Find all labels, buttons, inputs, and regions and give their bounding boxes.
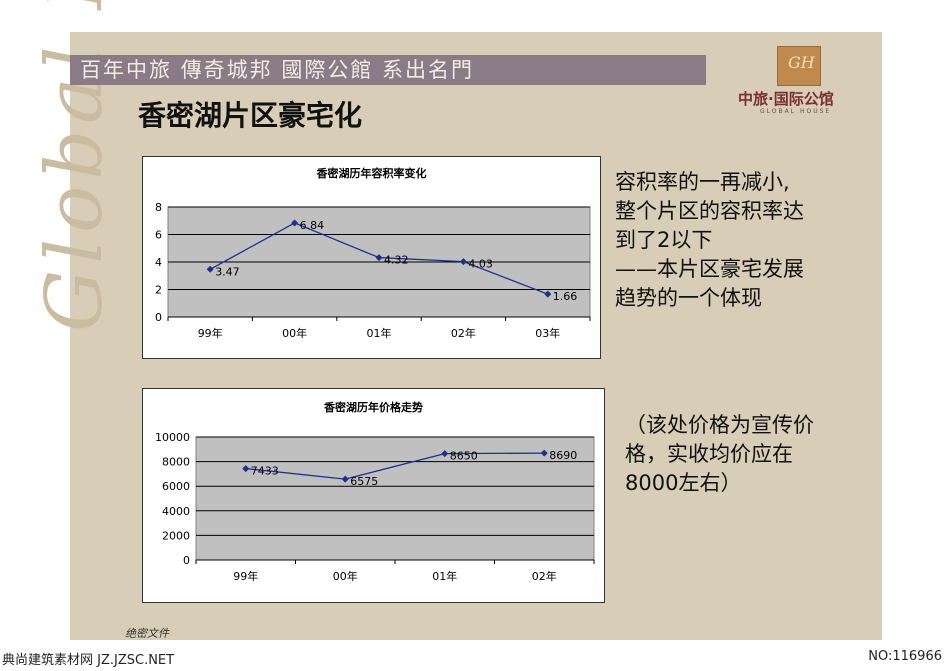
watermark-text: Global House xyxy=(30,0,120,332)
far-y-tick-label: 8 xyxy=(155,201,162,214)
price-point xyxy=(341,475,349,483)
far-commentary-line: 容积率的一再减小, xyxy=(615,170,790,194)
slide: Global House 百年中旅 傳奇城邦 國際公館 系出名門 GH 中旅·国… xyxy=(30,0,882,640)
price-plot-area xyxy=(195,436,595,561)
price-y-tick-label: 2000 xyxy=(162,529,190,542)
far-x-tick-label: 01年 xyxy=(367,326,392,340)
price-y-tick-label: 10000 xyxy=(155,431,190,444)
price-x-tick-label: 02年 xyxy=(532,569,557,583)
far-point xyxy=(291,219,299,227)
price-point xyxy=(540,449,548,457)
price-data-label: 7433 xyxy=(251,465,279,478)
site-credit: 典尚建筑素材网 JZ.JZSC.NET xyxy=(2,653,175,668)
far-chart: 香密湖历年容积率变化 0 2 4 6 8 99年 00年 01年 02年 03年 3.47 6.84 4… xyxy=(142,156,601,359)
price-point xyxy=(242,465,250,473)
far-commentary-line: 到了2以下 xyxy=(615,228,713,252)
price-commentary-line: （该处价格为宣传价 xyxy=(625,413,814,437)
price-data-label: 8650 xyxy=(450,450,478,463)
far-data-label: 4.03 xyxy=(468,258,493,271)
price-commentary: （该处价格为宣传价 格，实收均价应在 8000左右） xyxy=(625,411,814,498)
far-chart-title: 香密湖历年容积率变化 xyxy=(316,167,427,180)
page-title: 香密湖片区豪宅化 xyxy=(138,99,363,132)
price-series-line xyxy=(245,452,545,480)
brand-name: 中旅·国际公馆 xyxy=(738,90,834,108)
far-x-tick-label: 02年 xyxy=(451,326,476,340)
far-y-tick-label: 4 xyxy=(155,256,162,269)
price-y-tick-label: 8000 xyxy=(162,456,190,469)
price-chart-svg: 0 2000 4000 6000 8000 10000 99年 00年 01年 02年 7433 65… xyxy=(155,431,595,583)
price-x-tick-label: 01年 xyxy=(432,569,457,583)
far-commentary: 容积率的一再减小, 整个片区的容积率达 到了2以下 ——本片区豪宅发展 趋势的一… xyxy=(615,168,804,313)
price-data-label: 8690 xyxy=(549,449,577,462)
far-x-tick-label: 00年 xyxy=(282,326,307,340)
brand-subtitle: GLOBAL HOUSE xyxy=(760,108,832,115)
far-data-label: 6.84 xyxy=(300,219,325,232)
far-point xyxy=(206,265,214,273)
price-chart: 香密湖历年价格走势 0 2000 4000 6000 8000 10000 99年 00年 01… xyxy=(142,388,605,603)
far-y-tick-label: 0 xyxy=(155,311,162,324)
far-data-label: 1.66 xyxy=(553,290,578,303)
far-data-label: 3.47 xyxy=(215,265,240,278)
document-number: NO:116966 xyxy=(868,649,942,664)
far-x-tick-label: 03年 xyxy=(535,326,560,340)
far-commentary-line: 整个片区的容积率达 xyxy=(615,199,804,223)
price-point xyxy=(441,450,449,458)
price-data-label: 6575 xyxy=(350,475,378,488)
header-banner: 百年中旅 傳奇城邦 國際公館 系出名門 xyxy=(70,55,706,85)
far-commentary-line: 趋势的一个体现 xyxy=(615,286,762,310)
price-y-tick-label: 4000 xyxy=(162,505,190,518)
far-data-label: 4.32 xyxy=(384,254,409,267)
far-point xyxy=(544,290,552,298)
far-chart-svg: 0 2 4 6 8 99年 00年 01年 02年 03年 3.47 6.84 4.32 4.03 1.66 xyxy=(155,201,591,340)
price-commentary-line: 格，实收均价应在 xyxy=(625,442,793,466)
far-point xyxy=(375,254,383,262)
price-y-tick-label: 6000 xyxy=(162,480,190,493)
brand-logo-icon: GH xyxy=(777,46,821,86)
confidential-note: 绝密文件 xyxy=(125,627,169,640)
far-x-tick-label: 99年 xyxy=(198,326,223,340)
far-y-tick-label: 6 xyxy=(155,229,162,242)
price-chart-title: 香密湖历年价格走势 xyxy=(324,401,423,414)
price-x-tick-label: 99年 xyxy=(233,569,258,583)
price-commentary-line: 8000左右） xyxy=(625,471,742,495)
price-x-tick-label: 00年 xyxy=(333,569,358,583)
far-commentary-line: ——本片区豪宅发展 xyxy=(615,257,804,281)
price-y-tick-label: 0 xyxy=(183,554,190,567)
far-point xyxy=(459,258,467,266)
far-y-tick-label: 2 xyxy=(155,284,162,297)
